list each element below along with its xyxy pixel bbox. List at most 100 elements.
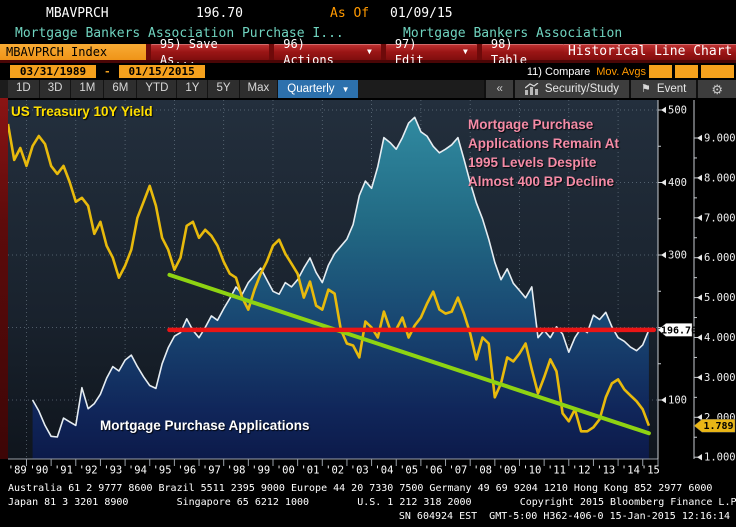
yield-tick-label: 5.000 bbox=[704, 292, 736, 304]
mov-avgs-button[interactable]: Mov. Avgs bbox=[596, 65, 646, 78]
year-label: '05 bbox=[399, 465, 418, 477]
tab-6m[interactable]: 6M bbox=[104, 80, 138, 98]
purchase-line bbox=[31, 116, 650, 438]
actions-button[interactable]: 96) Actions ▼ bbox=[274, 37, 381, 67]
description-left: Mortgage Bankers Association Purchase I.… bbox=[15, 26, 344, 41]
footer-copyright-line: Japan 81 3 3201 8900 Singapore 65 6212 1… bbox=[8, 497, 736, 508]
tick-arrow-icon bbox=[697, 414, 702, 421]
tick-arrow-icon bbox=[697, 174, 702, 182]
tick-arrow-icon bbox=[661, 179, 666, 186]
year-label: '98 bbox=[227, 465, 246, 477]
year-label: '07 bbox=[448, 465, 467, 477]
ticker-tab[interactable]: MBAVPRCH Index bbox=[0, 44, 146, 60]
tab-1m[interactable]: 1M bbox=[71, 80, 105, 98]
event-button[interactable]: ⚑ Event bbox=[629, 80, 697, 98]
year-label: '94 bbox=[128, 465, 147, 477]
tick-arrow-icon bbox=[697, 294, 702, 301]
year-label: '04 bbox=[374, 465, 393, 477]
as-of-date: 01/09/15 bbox=[390, 6, 453, 21]
year-label: '11 bbox=[547, 465, 566, 477]
purchase-area-fill bbox=[32, 117, 649, 460]
yield-downtrend-line bbox=[167, 272, 651, 436]
tab-max[interactable]: Max bbox=[239, 80, 279, 98]
event-label: Event bbox=[656, 82, 687, 95]
index-tick-label: 400 bbox=[668, 177, 687, 189]
tab-3d[interactable]: 3D bbox=[39, 80, 72, 98]
period-bar: 1D 3D 1M 6M YTD 1Y 5Y Max Quarterly ▼ « S… bbox=[0, 80, 736, 98]
frequency-dropdown[interactable]: Quarterly ▼ bbox=[278, 80, 359, 98]
year-label: '09 bbox=[498, 465, 517, 477]
last-value: 196.70 bbox=[196, 6, 243, 21]
year-label: '10 bbox=[522, 465, 541, 477]
tick-arrow-icon bbox=[697, 374, 702, 381]
year-label: '02 bbox=[325, 465, 344, 477]
last-yield-tag bbox=[693, 419, 736, 433]
yield-tick-label: 4.000 bbox=[704, 332, 736, 344]
compare-button[interactable]: 11) Compare bbox=[526, 65, 591, 78]
tick-arrow-icon bbox=[697, 214, 702, 221]
tick-arrow-icon bbox=[697, 454, 702, 461]
event-flag-icon: ⚑ bbox=[641, 82, 651, 95]
tick-arrow-icon bbox=[697, 334, 702, 341]
year-label: '89 bbox=[8, 465, 27, 477]
tick-arrow-icon bbox=[661, 396, 666, 404]
callout-line: Applications Remain At bbox=[468, 136, 620, 151]
table-button[interactable]: 98) Table bbox=[481, 37, 565, 67]
chart-type-title: Historical Line Chart bbox=[564, 44, 736, 60]
yield-tick-label: 3.000 bbox=[704, 372, 736, 384]
tick-arrow-icon bbox=[697, 134, 702, 142]
dropdown-arrow-icon: ▼ bbox=[366, 47, 372, 56]
tick-arrow-icon bbox=[661, 251, 666, 259]
index-tick-label: 500 bbox=[668, 105, 687, 117]
save-as-button[interactable]: 95) Save As... bbox=[150, 37, 270, 67]
last-price-tag bbox=[657, 323, 693, 337]
start-date-field[interactable]: 03/31/1989 bbox=[10, 65, 96, 78]
historical-line-chart: 5004003001001.0002.0003.0004.0005.0006.0… bbox=[6, 100, 736, 477]
year-label: '92 bbox=[79, 465, 98, 477]
tab-ytd[interactable]: YTD bbox=[137, 80, 178, 98]
date-range-separator: - bbox=[104, 65, 111, 78]
settings-gear-icon[interactable]: ⚙ bbox=[696, 80, 736, 98]
year-label: '96 bbox=[177, 465, 196, 477]
compare-shortcut-button[interactable] bbox=[649, 65, 672, 78]
tab-1d[interactable]: 1D bbox=[8, 80, 40, 98]
year-label: '93 bbox=[103, 465, 122, 477]
year-label: '00 bbox=[276, 465, 295, 477]
chart-study-icon bbox=[524, 83, 539, 95]
chart-region: 500 400 300 100 1.000 2.000 3.000 4.000 5.000 6.0… bbox=[0, 98, 736, 482]
ticker-symbol: MBAVPRCH bbox=[46, 6, 109, 21]
yield-tick-label: 6.000 bbox=[704, 252, 736, 264]
yield-tick-label: 1.000 bbox=[704, 452, 736, 464]
callout-line: Almost 400 BP Decline bbox=[468, 174, 615, 189]
year-label: '01 bbox=[300, 465, 319, 477]
yield-tick-label: 8.000 bbox=[704, 172, 736, 184]
tab-5y[interactable]: 5Y bbox=[208, 80, 240, 98]
compare-shortcut-button[interactable] bbox=[675, 65, 698, 78]
tab-1y[interactable]: 1Y bbox=[177, 80, 209, 98]
security-study-label: Security/Study bbox=[544, 82, 620, 95]
frequency-value: Quarterly bbox=[287, 82, 335, 95]
terminal-footer: Australia 61 2 9777 8600 Brazil 5511 239… bbox=[0, 482, 736, 527]
year-label: '97 bbox=[202, 465, 221, 477]
footer-session-line: SN 604924 EST GMT-5:00 H362-406-0 15-Jan… bbox=[398, 511, 730, 522]
dropdown-arrow-icon: ▼ bbox=[341, 84, 350, 94]
year-label: '90 bbox=[29, 465, 48, 477]
yield-series-label: US Treasury 10Y Yield bbox=[11, 104, 153, 119]
year-label: '95 bbox=[153, 465, 172, 477]
edit-button[interactable]: 97) Edit ▼ bbox=[385, 37, 477, 67]
security-study-button[interactable]: Security/Study bbox=[512, 80, 630, 98]
year-label: '06 bbox=[424, 465, 443, 477]
yield-line bbox=[6, 123, 651, 433]
compare-shortcut-button[interactable] bbox=[701, 65, 734, 78]
main-toolbar: MBAVPRCH Index 95) Save As... 96) Action… bbox=[0, 37, 736, 67]
collapse-panel-button[interactable]: « bbox=[484, 80, 513, 98]
index-tick-label: 100 bbox=[668, 395, 687, 407]
callout-annotation: Mortgage Purchase Applications Remain At… bbox=[468, 115, 619, 191]
as-of-label: As Of bbox=[330, 6, 370, 21]
tick-arrow-icon bbox=[697, 254, 702, 261]
callout-line: Mortgage Purchase bbox=[468, 117, 594, 132]
end-date-field[interactable]: 01/15/2015 bbox=[118, 65, 205, 78]
year-label: '12 bbox=[572, 465, 591, 477]
year-label: '03 bbox=[350, 465, 369, 477]
